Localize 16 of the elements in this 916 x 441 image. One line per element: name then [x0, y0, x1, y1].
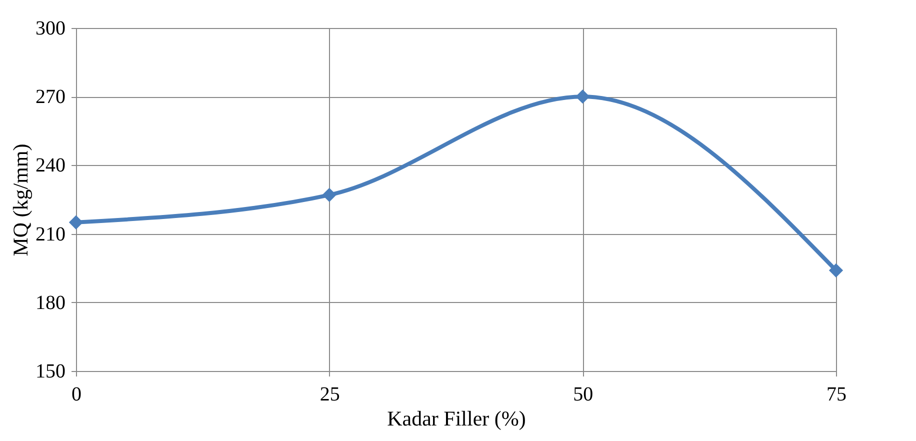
y-axis-title: MQ (kg/mm) [8, 144, 32, 256]
point [322, 188, 336, 202]
y-tick-label: 210 [36, 223, 66, 246]
point [576, 90, 590, 104]
y-tick-label: 150 [36, 360, 66, 382]
y-tick-label: 240 [36, 154, 66, 177]
x-tick-label: 75 [826, 384, 846, 406]
y-tick-label: 180 [36, 292, 66, 314]
x-tick-label: 0 [72, 384, 82, 406]
y-tick-label: 270 [36, 86, 66, 108]
x-tick-label: 25 [320, 384, 340, 406]
y-tick-label: 300 [36, 18, 66, 40]
point [828, 263, 844, 278]
x-axis-title: Kadar Filler (%) [387, 406, 526, 430]
x-tick-label: 50 [573, 384, 594, 406]
point [68, 215, 84, 230]
